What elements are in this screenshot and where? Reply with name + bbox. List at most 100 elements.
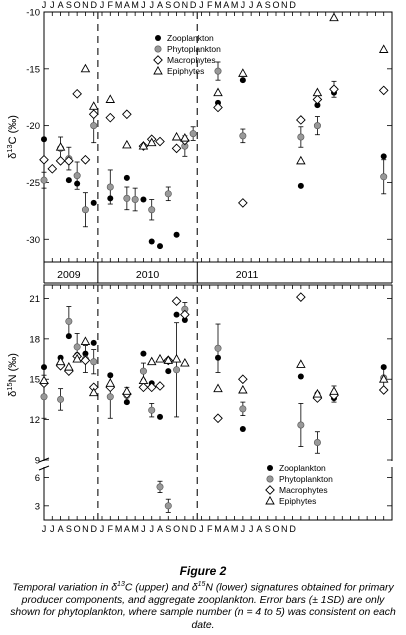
data-point [41,364,47,371]
month-tick-label: J [50,524,55,534]
data-point [90,199,97,206]
data-point [378,44,389,53]
data-point [55,356,66,366]
data-point [39,375,49,385]
month-tick-label: O [272,524,279,534]
series-epiphytes [55,12,389,165]
month-tick-label: M [231,0,239,10]
legend-label: Phytoplankton [279,474,333,484]
data-point [297,133,305,141]
y-tick-label: 12 [29,415,40,426]
data-point [123,174,130,181]
month-tick-label: A [256,0,262,10]
month-tick-label: M [231,524,239,534]
month-tick-label: A [157,0,163,10]
legend-marker [265,495,275,505]
month-tick-label: N [281,524,288,534]
data-point [214,67,222,75]
data-point [72,88,82,99]
month-tick-label: A [256,524,262,534]
data-point [238,384,248,394]
data-point [148,206,156,214]
month-tick-label: D [289,0,296,10]
data-point [296,359,306,368]
data-point [329,12,339,22]
series-macrophytes [39,84,389,208]
data-point [146,382,157,393]
y-axis-label: δ15N (‰) [5,353,19,397]
data-point [123,194,131,202]
data-point [40,176,48,184]
data-point [171,131,182,141]
data-point [239,132,247,140]
month-tick-label: S [165,524,171,534]
legend: ZooplanktonPhytoplanktonMacrophytesEpiph… [265,463,333,506]
data-point [90,358,98,366]
month-tick-label: A [124,524,130,534]
year-label: 2010 [136,269,160,281]
month-tick-label: N [82,524,89,534]
y-tick-label: -20 [26,121,40,132]
data-point [213,413,223,424]
data-point [297,421,305,429]
month-tick-label: J [42,524,47,534]
data-point [155,353,165,363]
month-tick-label: A [223,0,229,10]
legend-label: Epiphytes [167,66,204,76]
data-point [80,336,91,345]
data-point [122,109,132,120]
data-point [155,381,165,391]
month-tick-label: M [115,0,123,10]
data-point [146,137,157,147]
data-point [378,374,389,383]
data-point [140,350,147,357]
caption-superscript-13: 13 [117,581,125,588]
data-point [238,374,248,385]
data-point [312,94,323,105]
legend-label: Zooplankton [167,33,214,43]
data-point [312,87,323,97]
year-label: 2009 [57,269,81,281]
month-tick-label: S [66,0,72,10]
month-tick-label: O [173,0,180,10]
data-point [131,196,139,204]
data-point [314,102,321,109]
data-point [88,387,99,397]
data-point [122,139,132,149]
data-point [106,183,114,191]
legend-label: Phytoplankton [167,44,221,54]
month-tick-label: D [190,524,197,534]
month-tick-label: J [249,524,254,534]
month-tick-label: O [74,524,81,534]
month-tick-label: J [141,524,146,534]
y-tick-label: -15 [26,64,40,75]
y-tick-label: -25 [26,178,40,189]
data-point [180,357,190,367]
month-tick-label: A [223,524,229,534]
month-tick-label: J [100,0,105,10]
data-point [72,353,82,363]
legend-label: Zooplankton [279,463,326,473]
lower-plot-frame [43,284,393,521]
month-tick-label: A [58,0,64,10]
data-point [164,502,172,510]
data-point [80,154,91,165]
y-tick-label: 21 [29,294,40,305]
data-point [296,292,306,302]
month-tick-label: J [241,0,246,10]
data-point [163,355,174,364]
month-tick-label: M [214,0,222,10]
month-tick-label: J [199,0,204,10]
y-tick-label: 6 [35,473,40,484]
series-macrophytes [39,292,389,424]
month-tick-label: D [90,524,97,534]
data-point [138,375,149,385]
legend-marker [154,45,162,53]
data-point [313,438,321,446]
data-point [171,296,182,306]
month-tick-label: S [66,524,72,534]
data-point [105,94,116,103]
y-axis-label: δ13C (‰) [5,115,19,159]
data-point [88,109,99,120]
axis-break-mark [38,465,50,471]
